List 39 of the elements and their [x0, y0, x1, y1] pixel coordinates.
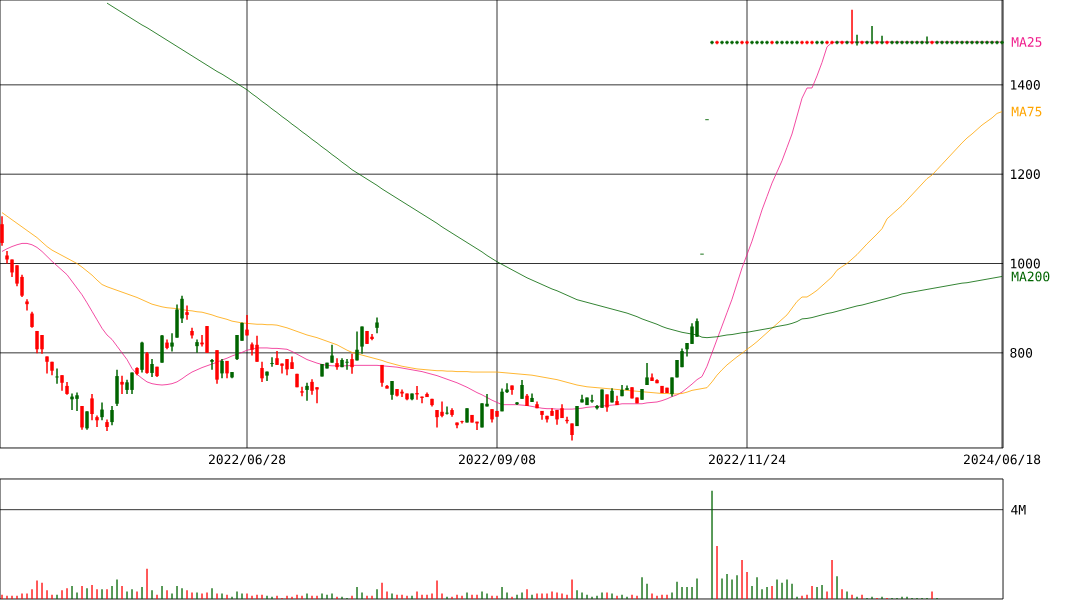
candlestick — [85, 410, 89, 431]
candlestick — [505, 382, 509, 394]
candlestick — [445, 405, 449, 416]
candlestick — [355, 330, 359, 362]
series-label: MA25 — [1011, 37, 1042, 47]
candlestick — [670, 376, 674, 398]
candlestick — [0, 215, 4, 247]
candlestick — [210, 358, 214, 371]
x-tick-label: 2022/11/24 — [709, 454, 786, 466]
candlestick — [335, 357, 339, 371]
candlestick — [260, 361, 264, 383]
candlestick — [305, 382, 309, 402]
x-tick-label: 2024/06/18 — [964, 454, 1041, 466]
candlestick — [110, 405, 114, 426]
y-tick-label: 1400 — [1011, 79, 1040, 90]
series-label: MA75 — [1011, 106, 1042, 117]
candlestick — [120, 374, 124, 395]
candlestick — [300, 386, 304, 397]
candlestick — [350, 352, 354, 375]
candlestick — [170, 332, 174, 353]
candlestick — [145, 351, 149, 375]
candlestick — [185, 304, 189, 321]
y-tick-label: 800 — [1010, 347, 1033, 358]
candlestick — [270, 356, 274, 368]
candlestick — [360, 325, 364, 355]
candlestick — [90, 393, 94, 422]
candlestick — [195, 338, 199, 354]
series-label: MA200 — [1011, 271, 1050, 282]
x-tick-label: 2022/09/08 — [459, 454, 536, 466]
x-tick-label: 2022/06/28 — [208, 454, 286, 466]
candlestick — [520, 379, 524, 400]
candlestick — [25, 298, 29, 312]
y-tick-label: 1000 — [1011, 258, 1040, 269]
y-tick-label: 1200 — [1011, 169, 1040, 180]
candlestick — [95, 414, 99, 428]
candlestick — [80, 405, 84, 431]
ref-line-label: 4M — [1011, 504, 1026, 515]
candlestick — [220, 358, 224, 380]
candlestick — [5, 250, 9, 265]
